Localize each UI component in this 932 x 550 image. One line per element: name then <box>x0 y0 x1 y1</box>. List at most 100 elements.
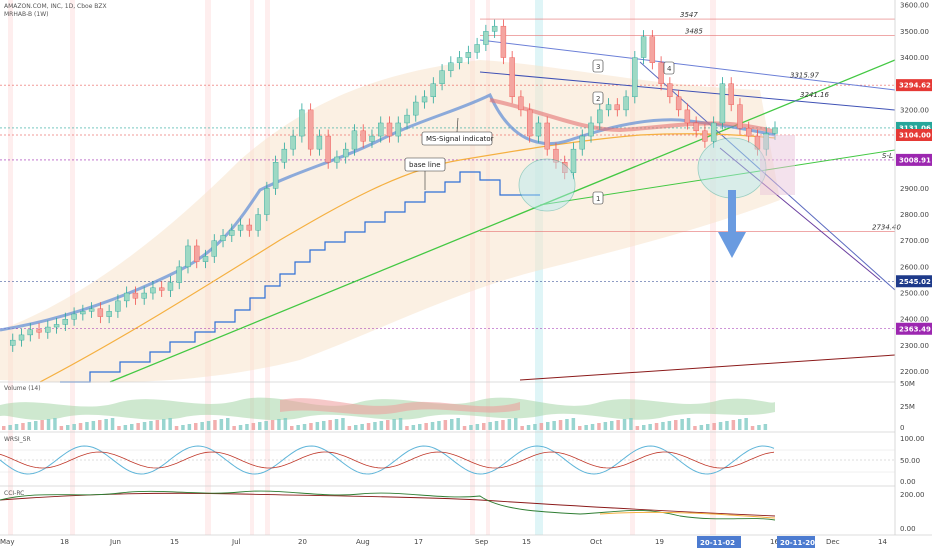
volume-bar <box>130 424 134 430</box>
volume-bar <box>571 418 576 430</box>
volume-bar <box>469 425 473 430</box>
volume-bar <box>642 425 646 430</box>
volume-bar <box>539 423 544 430</box>
candle-body <box>53 324 60 328</box>
x-tick-label: 20 <box>298 538 307 546</box>
volume-bar <box>616 420 620 430</box>
base-line-steps <box>60 171 540 383</box>
volume-bar <box>155 420 160 430</box>
volume-bar <box>718 422 723 430</box>
price-label: 3104.00 <box>899 132 931 140</box>
callout-ms-signal-text: MS-Signal indicator <box>426 135 494 143</box>
price-label-box <box>896 79 932 92</box>
candle-body <box>88 308 95 312</box>
volume-bar <box>123 425 128 430</box>
volume-bar <box>501 420 505 430</box>
candle-body <box>220 235 226 241</box>
volume-bar <box>706 424 710 430</box>
x-tick-label: 19 <box>655 538 664 546</box>
wave-label-1: 1 <box>596 195 600 203</box>
candle-body <box>229 230 235 236</box>
candle-body <box>614 104 620 111</box>
volume-bar <box>405 426 409 430</box>
rsi-tick-low: 0.00 <box>900 478 916 486</box>
candle-body <box>255 214 261 231</box>
volume-bar <box>693 426 697 430</box>
volume-bar <box>686 418 691 430</box>
volume-bar <box>245 424 249 430</box>
candle-body <box>194 245 200 262</box>
volume-bar <box>270 420 275 430</box>
volume-bar <box>635 426 640 430</box>
x-tick-label: Jun <box>109 538 121 546</box>
volume-bar <box>354 425 358 430</box>
x-highlight-box <box>697 536 741 548</box>
cci-pane: CCI-RC 200.00 0.00 <box>0 490 925 533</box>
volume-bar <box>462 426 467 430</box>
level-annotation: 3241.16 <box>800 91 829 99</box>
volume-bar <box>200 422 204 430</box>
chart-title: AMAZON.COM, INC, 1D, Cboe BZX <box>4 3 107 10</box>
volume-bar <box>392 419 396 430</box>
candle-body <box>640 36 647 58</box>
candle-body <box>754 135 761 150</box>
x-tick-label: 15 <box>170 538 179 546</box>
candle-body <box>535 122 542 137</box>
price-candles <box>10 19 778 352</box>
candle-body <box>150 287 156 294</box>
candle-body <box>526 109 533 137</box>
price-label: 2363.49 <box>899 325 931 333</box>
volume-bar <box>622 419 627 430</box>
candle-body <box>45 326 51 333</box>
candle-body <box>553 148 559 163</box>
x-tick-label: 16 <box>770 538 779 546</box>
level-annotation: 2734.40 <box>872 224 901 232</box>
candle-body <box>430 83 437 98</box>
volume-tick-top: 50M <box>900 380 915 388</box>
x-tick-label: Sep <box>475 538 489 546</box>
price-label: 3294.62 <box>899 82 931 90</box>
price-label-box <box>896 129 932 142</box>
volume-bar <box>334 419 339 430</box>
volume-bar <box>763 424 768 430</box>
cci-tick-zero: 0.00 <box>900 525 916 533</box>
volume-bar <box>226 418 230 430</box>
candle-body <box>500 25 507 58</box>
pattern-circle-right <box>697 137 767 199</box>
x-tick-label: 17 <box>414 538 423 546</box>
candle-body <box>123 292 130 302</box>
volume-bar <box>174 426 179 430</box>
volume-bar <box>411 425 416 430</box>
volume-bar <box>110 418 115 430</box>
candle-body <box>264 188 270 215</box>
cci-tick-top: 200.00 <box>900 491 925 499</box>
volume-bar <box>238 425 243 430</box>
volume-bar <box>59 426 64 430</box>
moving-average-red <box>489 98 776 134</box>
candle-body <box>272 162 279 189</box>
volume-bar <box>629 418 633 430</box>
volume-tick-mid: 25M <box>900 403 915 411</box>
volume-bar <box>309 423 313 430</box>
candle-body <box>246 224 253 231</box>
candle-body <box>386 122 393 137</box>
volume-bar <box>533 424 537 430</box>
level-annotations: 3547 3485 3315.97 3241.16 S-L 2734.40 <box>680 11 901 232</box>
volume-bar <box>283 418 288 430</box>
volume-bar <box>98 420 102 430</box>
candle-body <box>202 256 209 262</box>
candle-body <box>36 329 42 333</box>
candle-body <box>544 122 550 150</box>
candle-body <box>728 83 734 105</box>
y-tick-label: 2500.00 <box>900 290 929 298</box>
indicator-label: MRHAB-B (1W) <box>4 11 48 18</box>
volume-bar <box>194 423 198 430</box>
volume-bar <box>360 424 364 430</box>
rsi-pane: WRSI_SR 100.00 50.00 0.00 <box>0 435 925 486</box>
price-label-box <box>896 121 932 134</box>
candle-body <box>185 245 191 268</box>
candle-body <box>413 101 419 116</box>
volume-bar <box>277 419 281 430</box>
volume-bar <box>597 423 601 430</box>
